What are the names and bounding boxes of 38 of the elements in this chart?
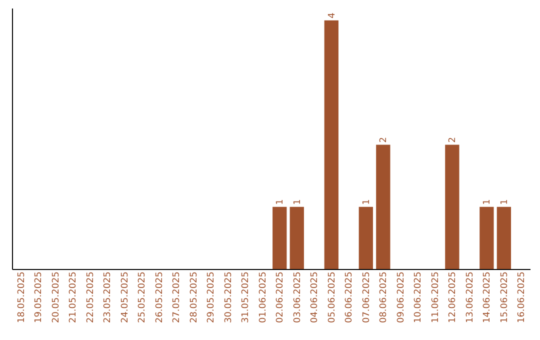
x-tick-label: 25.05.2025: [138, 272, 148, 324]
x-tick-label: 22.05.2025: [86, 272, 96, 324]
data-label: 4: [327, 12, 338, 18]
x-tick-label: 20.05.2025: [51, 272, 62, 324]
x-tick-label: 03.06.2025: [292, 272, 303, 324]
x-tick-label: 21.05.2025: [68, 272, 79, 324]
x-tick-label: 04.06.2025: [310, 272, 320, 324]
data-label: 1: [362, 199, 372, 205]
x-tick-label: 15.06.2025: [500, 272, 510, 324]
x-tick-label: 10.06.2025: [414, 272, 424, 324]
x-tick-label: 14.06.2025: [482, 272, 493, 324]
x-tick-label: 05.06.2025: [327, 272, 338, 324]
x-tick-label: 19.05.2025: [34, 272, 44, 324]
x-tick-label: 12.06.2025: [448, 272, 458, 324]
data-label: 1: [482, 199, 493, 205]
data-label: 1: [500, 199, 510, 205]
data-label: 2: [379, 136, 390, 143]
x-tick-label: 11.06.2025: [430, 272, 441, 324]
x-tick-label: 29.05.2025: [206, 272, 217, 324]
x-tick-label: 08.06.2025: [379, 272, 390, 324]
x-tick-label: 16.06.2025: [517, 272, 528, 324]
data-label: 1: [292, 199, 303, 205]
x-tick-label: 28.05.2025: [189, 272, 200, 324]
x-tick-label: 18.05.2025: [16, 272, 27, 324]
x-tick-label: 23.05.2025: [103, 272, 114, 324]
x-tick-label: 06.06.2025: [344, 272, 355, 324]
x-tick-label: 24.05.2025: [120, 272, 130, 324]
x-tick-label: 31.05.2025: [241, 272, 252, 324]
x-tick-label: 13.06.2025: [465, 272, 476, 324]
x-tick-label: 01.06.2025: [258, 272, 268, 324]
data-label: 2: [448, 136, 458, 143]
x-tick-label: 09.06.2025: [396, 272, 406, 324]
x-tick-label: 02.06.2025: [276, 272, 286, 324]
data-label: 1: [276, 199, 286, 205]
x-tick-label: 26.05.2025: [154, 272, 165, 324]
x-tick-label: 30.05.2025: [224, 272, 234, 324]
x-tick-label: 07.06.2025: [362, 272, 372, 324]
x-tick-label: 27.05.2025: [172, 272, 182, 324]
